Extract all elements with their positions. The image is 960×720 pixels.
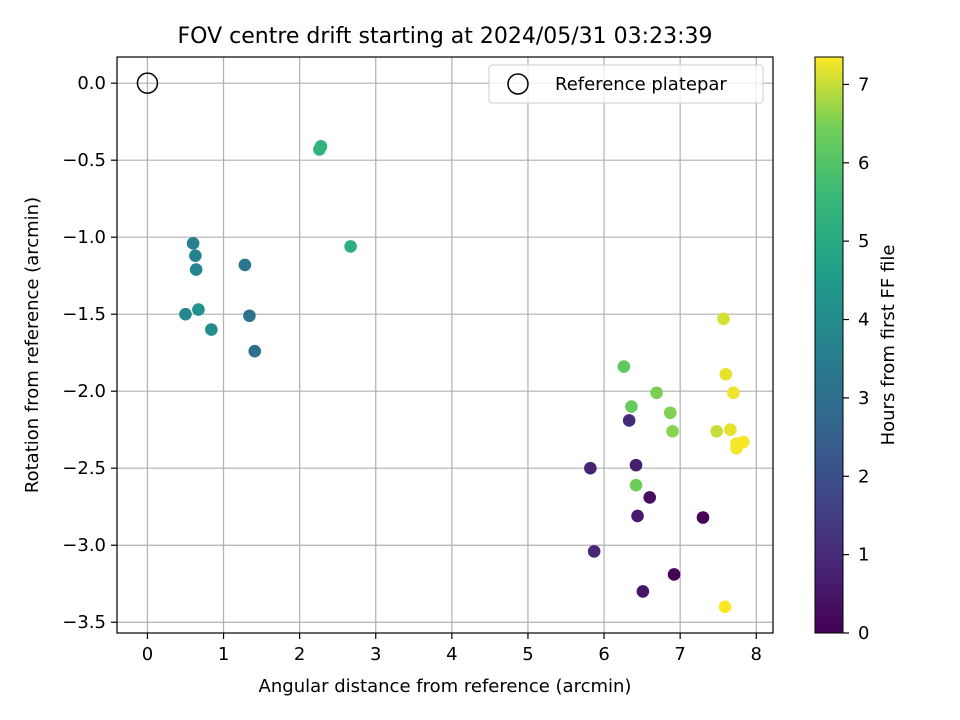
colorbar-tick-label: 6 [858, 153, 869, 174]
plot-frame [116, 56, 774, 634]
x-axis-label: Angular distance from reference (arcmin) [259, 676, 632, 697]
y-tick-label: −3.5 [62, 612, 106, 633]
y-tick-label: −1.0 [62, 227, 106, 248]
data-point [663, 406, 677, 420]
colorbar-tick-label: 3 [858, 388, 869, 409]
colorbar-ticks: 0 1 2 3 4 5 6 7 [843, 74, 869, 644]
y-tick-label: 0.0 [77, 73, 106, 94]
data-point [666, 424, 679, 438]
data-point [667, 568, 681, 581]
y-tick-label: −0.5 [62, 150, 106, 171]
x-tick-label: 7 [674, 644, 685, 665]
x-tick-label: 5 [522, 644, 533, 665]
data-point [724, 423, 737, 437]
data-point [584, 461, 597, 475]
colorbar-tick-label: 0 [858, 623, 869, 644]
x-tick-label: 3 [370, 644, 381, 665]
data-point [719, 367, 733, 381]
grid [117, 57, 773, 633]
data-point [186, 237, 200, 250]
data-point [314, 140, 328, 153]
data-point [248, 344, 262, 358]
data-point [344, 240, 357, 253]
y-tick-label: −1.5 [62, 304, 106, 325]
data-point [636, 585, 650, 598]
legend-marker [507, 73, 529, 95]
colorbar-tick-label: 7 [858, 74, 869, 95]
legend: Reference platepar [488, 64, 764, 104]
data-point [629, 478, 643, 492]
data-point [179, 307, 192, 321]
data-point [617, 360, 631, 373]
y-axis-label: Rotation from reference (arcmin) [22, 197, 43, 493]
chart-title: FOV centre drift starting at 2024/05/31 … [178, 24, 713, 49]
colorbar-tick-label: 1 [858, 545, 869, 566]
x-tick-label: 1 [218, 644, 229, 665]
data-point [205, 323, 218, 336]
legend-box [488, 64, 764, 104]
data-point [238, 258, 252, 272]
x-tick-label: 4 [446, 644, 457, 665]
data-point [718, 600, 732, 614]
data-point [622, 414, 636, 427]
colorbar-tick-label: 4 [858, 310, 869, 331]
data-point [727, 386, 740, 400]
x-tick-label: 0 [142, 644, 153, 665]
data-point [650, 386, 663, 400]
reference-marker-group [136, 72, 159, 94]
legend-label: Reference platepar [555, 74, 727, 95]
data-point [696, 511, 710, 524]
data-points [179, 140, 750, 614]
data-point [587, 545, 601, 558]
data-point [730, 441, 743, 455]
x-axis-ticks: 0 1 2 3 4 5 6 7 8 [142, 633, 762, 665]
data-point [625, 400, 638, 413]
data-point [189, 249, 202, 262]
colorbar-label: Hours from first FF file [878, 245, 899, 446]
data-point [717, 312, 730, 326]
y-tick-label: −2.0 [62, 381, 106, 402]
data-point [710, 424, 723, 438]
x-tick-label: 2 [294, 644, 305, 665]
colorbar-tick-label: 2 [858, 466, 869, 487]
colorbar [814, 56, 844, 634]
data-point [631, 509, 644, 523]
colorbar-tick-label: 5 [858, 231, 869, 252]
x-tick-label: 8 [751, 644, 762, 665]
y-axis-ticks: 0.0 −0.5 −1.0 −1.5 −2.0 −2.5 −3.0 −3.5 [62, 73, 117, 633]
y-tick-label: −2.5 [62, 458, 106, 479]
data-point [243, 309, 256, 323]
y-tick-label: −3.0 [62, 535, 106, 556]
data-point [629, 458, 643, 472]
data-point [192, 303, 205, 316]
x-tick-label: 6 [598, 644, 609, 665]
data-point [189, 263, 203, 276]
data-point [643, 491, 657, 504]
reference-marker [136, 72, 159, 94]
